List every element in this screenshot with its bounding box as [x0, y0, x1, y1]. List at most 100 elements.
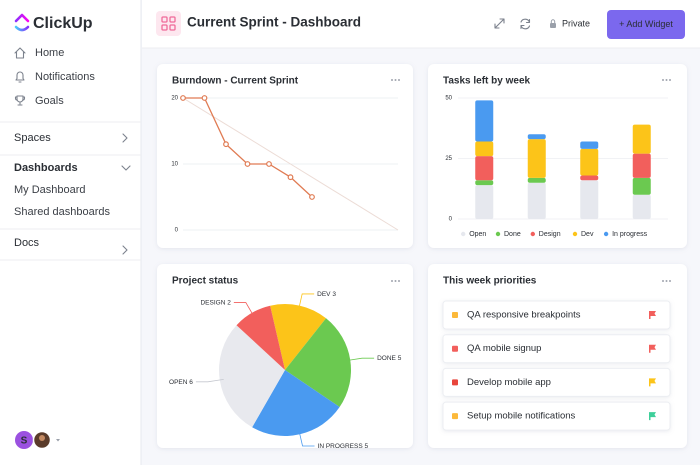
pie-slice	[219, 325, 285, 428]
pie-slice	[252, 370, 340, 436]
bar-segment	[632, 177, 651, 195]
slice-label: DEV 3	[317, 291, 336, 298]
logo-icon	[14, 13, 30, 32]
logo-text: ClickUp	[33, 15, 93, 32]
add-widget-button[interactable]	[607, 10, 685, 39]
legend-label: Done	[504, 231, 521, 238]
y-tick-label: 20	[171, 96, 178, 102]
point	[244, 161, 251, 167]
priority-flag	[649, 311, 656, 319]
priority-row[interactable]	[442, 334, 671, 364]
refresh-icon[interactable]	[520, 18, 531, 30]
expand-icon[interactable]	[494, 18, 505, 29]
sidebar	[0, 0, 141, 465]
pie-slice	[236, 305, 285, 370]
bar-segment	[475, 156, 494, 181]
priority-flag	[649, 344, 656, 353]
point	[180, 95, 186, 101]
y-tick-label: 50	[445, 96, 452, 102]
y-tick-label: 0	[449, 217, 453, 223]
section-dashboards[interactable]: Dashboards	[14, 162, 78, 174]
page-title: Current Sprint - Dashboard	[187, 15, 361, 30]
legend-label: Open	[469, 231, 486, 238]
leader-line	[233, 302, 255, 317]
card	[157, 64, 413, 248]
legend-label: Design	[539, 231, 561, 238]
more-menu[interactable]	[662, 280, 671, 282]
point	[201, 95, 208, 101]
priority-text: Setup mobile notifications	[467, 411, 576, 422]
avatar-initial: S	[21, 436, 28, 447]
leader-line	[346, 357, 375, 362]
legend-label: Dev	[581, 231, 594, 238]
slice-category: DEV	[317, 291, 331, 298]
priority-text: QA responsive breakpoints	[467, 310, 581, 321]
priority-row[interactable]	[442, 367, 671, 397]
caret[interactable]	[56, 439, 60, 442]
bar-segment	[527, 134, 546, 140]
slice-category: IN PROGRESS	[318, 443, 364, 450]
avatar[interactable]	[15, 431, 33, 449]
leader-line	[298, 430, 315, 447]
dashboard-icon-glyph	[161, 16, 176, 31]
bar-segment	[580, 148, 599, 176]
bar-segment	[632, 194, 651, 219]
point	[223, 141, 229, 148]
bar-segment	[580, 141, 599, 149]
widget-title: Project status	[172, 276, 239, 287]
slice-label: OPEN 6	[169, 379, 193, 386]
nav-item[interactable]: Notifications	[35, 71, 95, 83]
bar-segment	[475, 180, 494, 186]
leader-line	[195, 378, 224, 383]
bar-segment	[475, 185, 494, 219]
slice-label: DONE 5	[377, 355, 402, 362]
y-tick-label: 0	[175, 228, 179, 234]
dashboard-link[interactable]: My Dashboard	[14, 184, 86, 196]
legend-swatch	[572, 231, 578, 237]
dashboard-link[interactable]: Shared dashboards	[14, 206, 111, 218]
line	[182, 97, 399, 231]
priority-flag	[649, 378, 656, 387]
slice-category: DESIGN	[200, 299, 225, 306]
bar-segment	[527, 139, 546, 178]
widget-title: Tasks left by week	[443, 76, 531, 87]
bar-segment	[475, 141, 494, 157]
status-square	[452, 379, 458, 386]
chevron[interactable]	[122, 133, 128, 143]
legend-label: In progress	[612, 231, 648, 238]
slice-category: OPEN	[169, 379, 188, 386]
bar-segment	[580, 180, 599, 219]
nav-item[interactable]: Home	[35, 47, 64, 59]
widget-title: This week priorities	[443, 276, 537, 287]
more-menu[interactable]	[391, 280, 400, 282]
chevron[interactable]	[122, 245, 128, 255]
point	[266, 161, 272, 167]
section-docs[interactable]: Docs	[14, 237, 40, 249]
slice-label: DESIGN 2	[200, 299, 231, 306]
priority-text: Develop mobile app	[467, 377, 551, 388]
slice-value: 5	[398, 355, 402, 362]
pie-slice	[270, 304, 327, 370]
priority-row[interactable]	[442, 300, 671, 330]
more-menu[interactable]	[662, 79, 671, 81]
privacy[interactable]: Private	[562, 18, 590, 28]
chevron[interactable]	[121, 165, 131, 171]
bar-segment	[632, 124, 651, 154]
status-square	[452, 345, 458, 352]
legend-swatch	[461, 231, 466, 237]
section-spaces[interactable]: Spaces	[14, 132, 51, 144]
more-menu[interactable]	[391, 79, 400, 81]
nav-item[interactable]: Goals	[35, 95, 64, 107]
slice-value: 2	[227, 299, 231, 306]
point	[309, 194, 315, 200]
bell-icon	[15, 71, 25, 83]
widget-title: Burndown - Current Sprint	[172, 76, 299, 87]
home-icon	[14, 47, 26, 59]
priority-row[interactable]	[442, 401, 671, 431]
bar-segment	[632, 153, 651, 178]
y-tick-label: 25	[445, 156, 452, 162]
bar-segment	[580, 175, 599, 181]
slice-value: 6	[189, 379, 193, 386]
status-square	[452, 312, 458, 318]
